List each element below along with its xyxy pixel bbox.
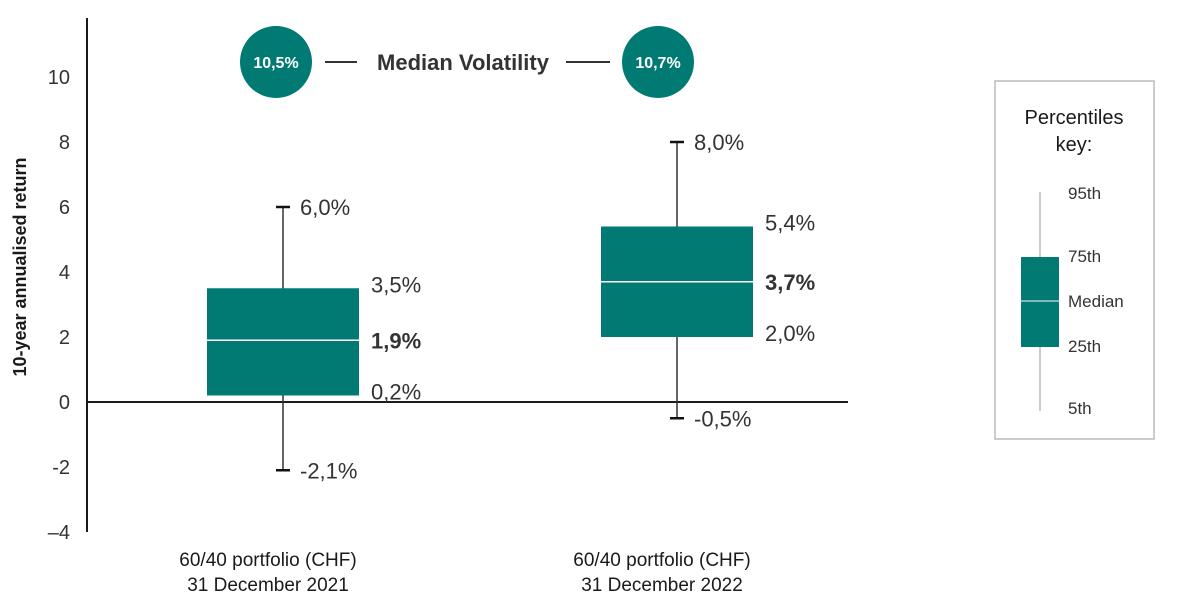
label-95th: 8,0% [694,130,744,155]
label-95th: 6,0% [300,195,350,220]
volatility-bubble-2022 [622,26,694,98]
label-5th: -2,1% [300,458,357,483]
y-tick-label: -2 [52,457,70,479]
interquartile-box [207,288,359,396]
median-volatility-banner: 10,5% Median Volatility 10,7% [240,26,694,98]
label-5th: -0,5% [694,406,751,431]
legend-label-25th: 25th [1068,337,1101,356]
legend-title-line1: Percentiles [1025,107,1124,129]
box-item: 8,0% -0,5% 5,4% 3,7% 2,0% [601,130,815,431]
y-tick-label: 2 [59,327,70,349]
y-axis: 10-year annualised return [10,18,88,532]
y-axis-title: 10-year annualised return [10,157,30,376]
label-median: 1,9% [371,328,421,353]
y-tick-label: 8 [59,132,70,154]
y-tick-label: 0 [59,392,70,414]
category-label-line1: 60/40 portfolio (CHF) [179,550,356,571]
volatility-value-2022: 10,7% [635,55,680,72]
legend-label-75th: 75th [1068,247,1101,266]
legend-title-line2: key: [1056,134,1093,156]
legend-box [1021,257,1059,347]
category-label-line2: 31 December 2022 [581,575,743,596]
legend-label-5th: 5th [1068,399,1092,418]
label-25th: 2,0% [765,321,815,346]
y-tick-label: 4 [59,262,70,284]
box-item: 6,0% -2,1% 3,5% 1,9% 0,2% [207,195,421,483]
legend-label-95th: 95th [1068,184,1101,203]
legend-label-median: Median [1068,292,1124,311]
percentiles-key: Percentiles key: 95th 75th Median 25th 5… [994,80,1155,440]
category-label-line1: 60/40 portfolio (CHF) [573,550,750,571]
label-75th: 5,4% [765,211,815,236]
label-75th: 3,5% [371,272,421,297]
volatility-bubble-2021 [240,26,312,98]
category-label-line2: 31 December 2021 [187,575,349,596]
y-tick-label: 10 [48,67,70,89]
y-tick-label: 6 [59,197,70,219]
volatility-title: Median Volatility [377,50,550,75]
x-category-labels: 60/40 portfolio (CHF) 31 December 2021 60/… [179,550,750,596]
y-tick-label: –4 [48,522,70,544]
label-25th: 0,2% [371,380,421,405]
label-median: 3,7% [765,270,815,295]
box-series: 6,0% -2,1% 3,5% 1,9% 0,2% 8,0% -0,5% 5,4% 3,7% 2,… [207,130,815,483]
y-tick-labels: –4 -2 0 2 4 6 8 10 [48,67,70,544]
volatility-value-2021: 10,5% [253,55,298,72]
